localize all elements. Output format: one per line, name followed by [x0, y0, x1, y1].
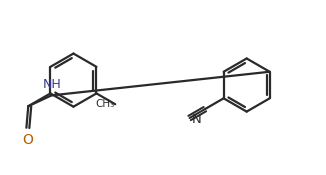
Text: NH: NH: [43, 78, 62, 92]
Text: O: O: [22, 133, 33, 147]
Text: N: N: [191, 113, 201, 127]
Text: CH₃: CH₃: [95, 99, 114, 109]
